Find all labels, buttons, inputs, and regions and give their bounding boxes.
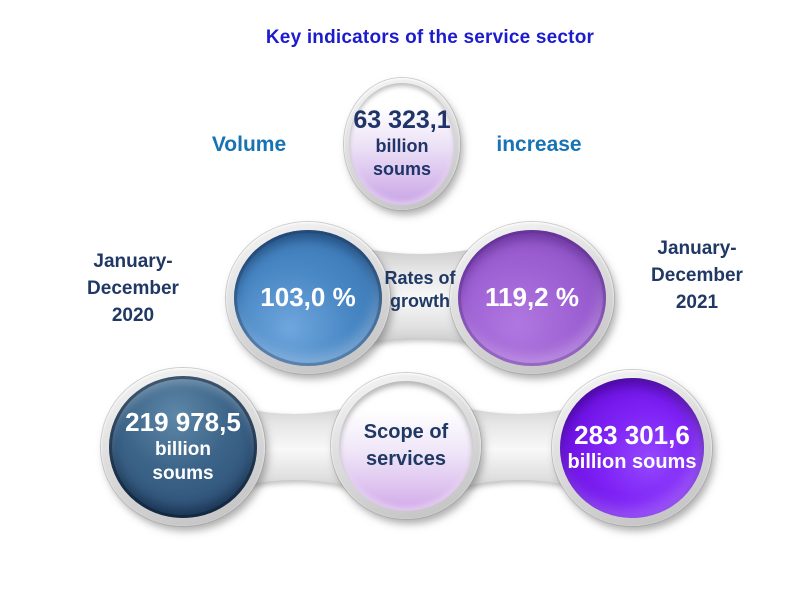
scope-2021-value: 283 301,6 [574,419,690,450]
rates-of-growth-label: Rates of growth [352,267,488,314]
scope-label-line2: services [365,448,447,470]
volume-bubble: 63 323,1 billion soums [344,78,460,210]
period-2020-line1: January- [93,251,173,272]
scope-2020-unit-line1: billion [155,439,211,461]
period-2020-line3: 2020 [111,304,155,326]
scope-2021-unit: billion soums [567,451,697,474]
period-2021-line2: December [651,264,743,286]
period-2021-label: January- December 2021 [622,236,772,317]
rate-2021-bubble: 119,2 % [450,222,614,374]
period-2021-line1: January- [657,238,737,259]
rate-2021-value: 119,2 % [485,282,579,313]
rates-label-line1: Rates of [384,268,456,288]
volume-unit-line1: billion [375,135,429,156]
rate-2020-bubble: 103,0 % [226,222,390,374]
volume-value: 63 323,1 [353,106,451,135]
increase-label: increase [496,133,582,156]
scope-2020-value: 219 978,5 [125,407,241,438]
rate-2020-value: 103,0 % [260,282,356,313]
period-2020-label: January- December 2020 [58,249,208,330]
scope-2020-bubble: 219 978,5 billion soums [101,368,265,526]
scope-2021-bubble: 283 301,6 billion soums [552,370,712,526]
period-2021-line3: 2021 [675,291,719,313]
scope-2020-unit-line2: soums [152,462,214,484]
volume-label: Volume [211,133,287,156]
volume-unit-line2: soums [372,159,432,180]
rates-label-line2: growth [390,291,450,312]
page-title: Key indicators of the service sector [265,27,595,48]
scope-of-services-bubble: Scope of services [331,373,481,519]
period-2020-line2: December [87,277,179,299]
scope-label-line1: Scope of [363,421,449,443]
